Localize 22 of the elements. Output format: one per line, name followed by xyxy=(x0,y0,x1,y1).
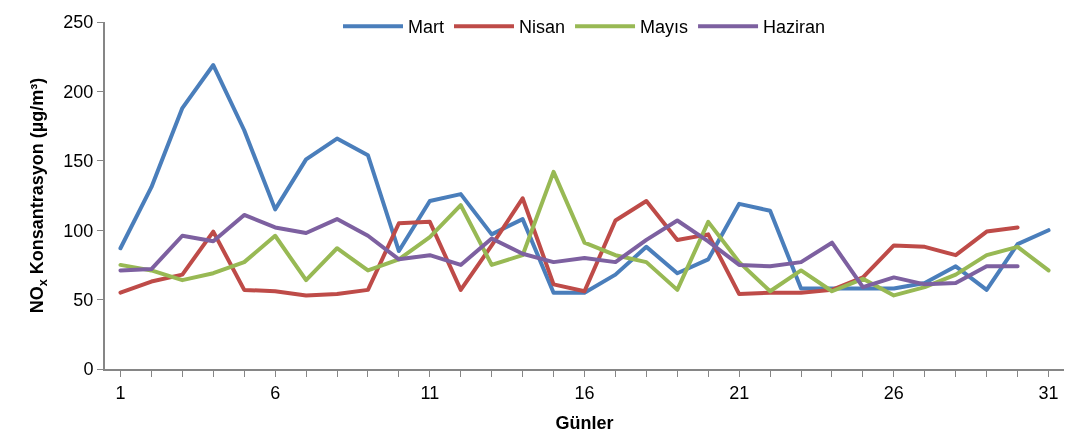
x-tick-label: 31 xyxy=(1038,382,1059,403)
x-tick-label: 26 xyxy=(883,382,904,403)
legend-label: Mart xyxy=(408,17,444,38)
x-tick-label: 6 xyxy=(270,382,281,403)
x-axis-title: Günler xyxy=(555,413,614,434)
legend-label: Mayıs xyxy=(640,17,689,38)
y-tick-label: 100 xyxy=(63,220,94,241)
x-tick-label: 16 xyxy=(574,382,595,403)
line-series xyxy=(118,212,1020,290)
y-tick-label: 150 xyxy=(63,151,94,172)
y-tick-label: 250 xyxy=(63,12,94,33)
x-tick-label: 21 xyxy=(729,382,750,403)
x-tick-label: 11 xyxy=(420,382,440,403)
y-tick-label: 200 xyxy=(63,81,94,102)
line-series xyxy=(118,63,1051,295)
line-series xyxy=(118,196,1020,298)
line-series xyxy=(118,169,1051,298)
legend-label: Nisan xyxy=(519,17,566,38)
y-tick-label: 50 xyxy=(73,289,94,310)
x-tick-label: 1 xyxy=(115,382,126,403)
y-tick-label: 0 xyxy=(83,359,94,380)
legend-label: Haziran xyxy=(763,17,826,38)
